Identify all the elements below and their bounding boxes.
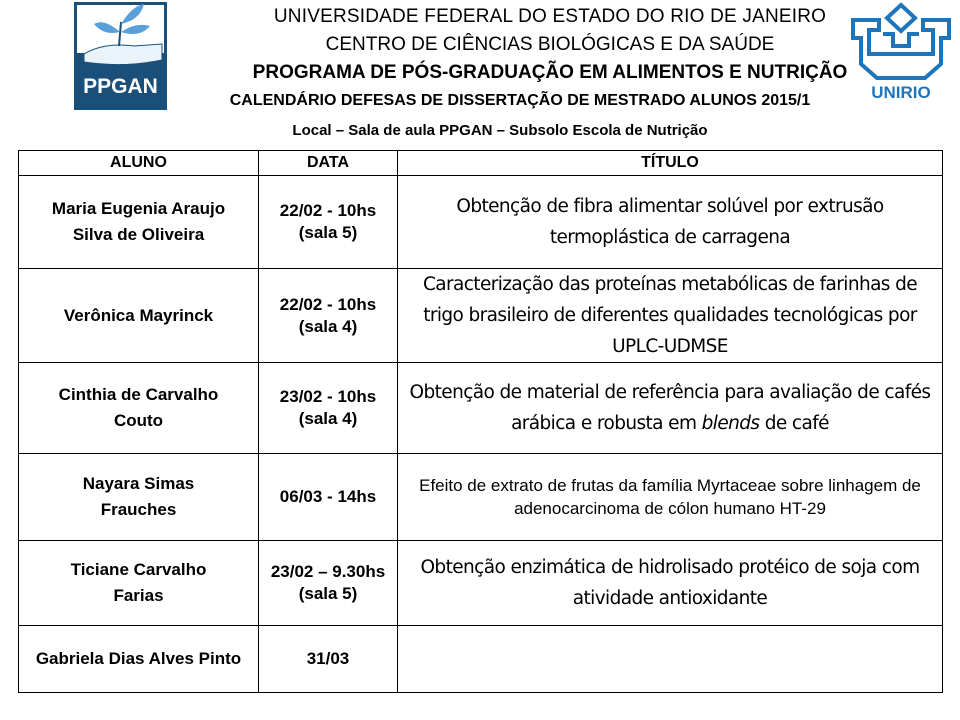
program-name: PROGRAMA DE PÓS-GRADUAÇÃO EM ALIMENTOS E… xyxy=(252,62,848,83)
title-text: Obtenção de material de referência para … xyxy=(409,382,931,434)
defense-schedule-table: ALUNO DATA TÍTULO Maria Eugenia Araujo S… xyxy=(18,150,943,693)
table-row: Maria Eugenia Araujo Silva de Oliveira 2… xyxy=(18,175,943,269)
room: (sala 4) xyxy=(298,409,358,428)
table-row: Cinthia de Carvalho Couto 23/02 - 10hs (s… xyxy=(18,362,943,454)
table-row: Gabriela Dias Alves Pinto 31/03 xyxy=(18,625,943,693)
unirio-logo: UNIRIO xyxy=(851,2,951,102)
calendar-title: CALENDÁRIO DEFESAS DE DISSERTAÇÃO DE MES… xyxy=(229,92,811,109)
room: (sala 5) xyxy=(298,223,358,242)
student-name: Ticiane Carvalho Farias xyxy=(18,540,259,626)
defense-date: 31/03 xyxy=(258,625,398,693)
defense-date: 06/03 - 14hs xyxy=(258,453,398,541)
thesis-title xyxy=(397,625,943,693)
room: (sala 5) xyxy=(298,584,358,603)
defense-date: 23/02 – 9.30hs (sala 5) xyxy=(258,540,398,626)
title-text: de café xyxy=(759,413,830,434)
student-name: Maria Eugenia Araujo Silva de Oliveira xyxy=(18,175,259,269)
date-time: 22/02 - 10hs xyxy=(279,294,377,314)
student-name: Nayara Simas Frauches xyxy=(18,453,259,541)
date-time: 23/02 – 9.30hs xyxy=(270,562,386,581)
table-row: Ticiane Carvalho Farias 23/02 – 9.30hs (s… xyxy=(18,540,943,626)
thesis-title: Efeito de extrato de frutas da família M… xyxy=(397,453,943,541)
defense-date: 22/02 - 10hs (sala 4) xyxy=(258,268,398,363)
university-name: UNIVERSIDADE FEDERAL DO ESTADO DO RIO DE… xyxy=(273,6,827,27)
date-time: 31/03 xyxy=(306,649,350,668)
thesis-title: Obtenção de material de referência para … xyxy=(397,362,943,454)
svg-text:UNIRIO: UNIRIO xyxy=(871,83,931,102)
title-line: adenocarcinoma de cólon humano HT-29 xyxy=(514,499,826,518)
date-time: 06/03 - 14hs xyxy=(279,487,377,506)
column-header-titulo: TÍTULO xyxy=(397,150,943,176)
student-name: Gabriela Dias Alves Pinto xyxy=(18,625,259,693)
thesis-title: Obtenção enzimática de hidrolisado proté… xyxy=(397,540,943,626)
table-row: Nayara Simas Frauches 06/03 - 14hs Efeit… xyxy=(18,453,943,541)
location: Local – Sala de aula PPGAN – Subsolo Esc… xyxy=(292,122,708,139)
room: (sala 4) xyxy=(298,316,358,336)
defense-date: 22/02 - 10hs (sala 5) xyxy=(258,175,398,269)
thesis-title: Caracterização das proteínas metabólicas… xyxy=(397,268,943,363)
thesis-title: Obtenção de fibra alimentar solúvel por … xyxy=(397,175,943,269)
student-name: Cinthia de Carvalho Couto xyxy=(18,362,259,454)
student-name: Verônica Mayrinck xyxy=(18,268,259,363)
title-line: Efeito de extrato de frutas da família M… xyxy=(419,476,921,495)
date-time: 23/02 - 10hs xyxy=(279,387,377,406)
date-time: 22/02 - 10hs xyxy=(279,201,377,220)
center-name: CENTRO DE CIÊNCIAS BIOLÓGICAS E DA SAÚDE xyxy=(325,34,775,55)
title-emphasis: blends xyxy=(701,413,760,434)
ppgan-logo: PPGAN xyxy=(74,2,167,110)
column-header-data: DATA xyxy=(258,150,398,176)
table-header-row: ALUNO DATA TÍTULO xyxy=(18,150,943,176)
column-header-aluno: ALUNO xyxy=(18,150,259,176)
table-row: Verônica Mayrinck 22/02 - 10hs (sala 4) C… xyxy=(18,268,943,363)
svg-text:PPGAN: PPGAN xyxy=(83,75,158,98)
defense-date: 23/02 - 10hs (sala 4) xyxy=(258,362,398,454)
